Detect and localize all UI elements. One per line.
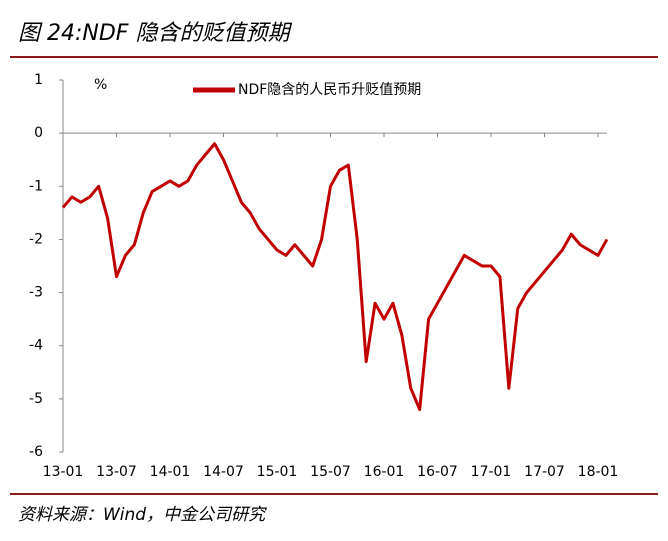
y-tick-label: -1 [29,178,43,194]
y-tick-label: 0 [34,125,43,141]
y-tick-label: -6 [29,444,43,460]
y-tick-label: 1 [34,72,43,88]
y-tick-label: -2 [29,231,43,247]
x-tick-label: 18-01 [578,464,619,480]
legend-label: NDF隐含的人民币升贬值预期 [238,82,421,98]
y-tick-label: -5 [29,391,43,407]
y-tick-label: -3 [29,285,43,301]
x-tick-label: 15-07 [310,464,351,480]
x-tick-label: 17-01 [471,464,512,480]
x-tick-label: 17-07 [524,464,565,480]
chart-title: 图 24:NDF 隐含的贬值预期 [18,21,292,46]
y-tick-label: -4 [29,338,43,354]
x-tick-label: 16-01 [364,464,405,480]
source-note: 资料来源：Wind，中金公司研究 [18,505,267,525]
data-line [61,142,609,411]
x-tick-label: 16-07 [417,464,458,480]
unit-label: % [94,77,107,93]
x-tick-label: 13-07 [96,464,137,480]
x-tick-label: 13-01 [43,464,84,480]
x-tick-label: 14-07 [203,464,244,480]
x-tick-label: 14-01 [150,464,191,480]
x-tick-label: 15-01 [257,464,298,480]
